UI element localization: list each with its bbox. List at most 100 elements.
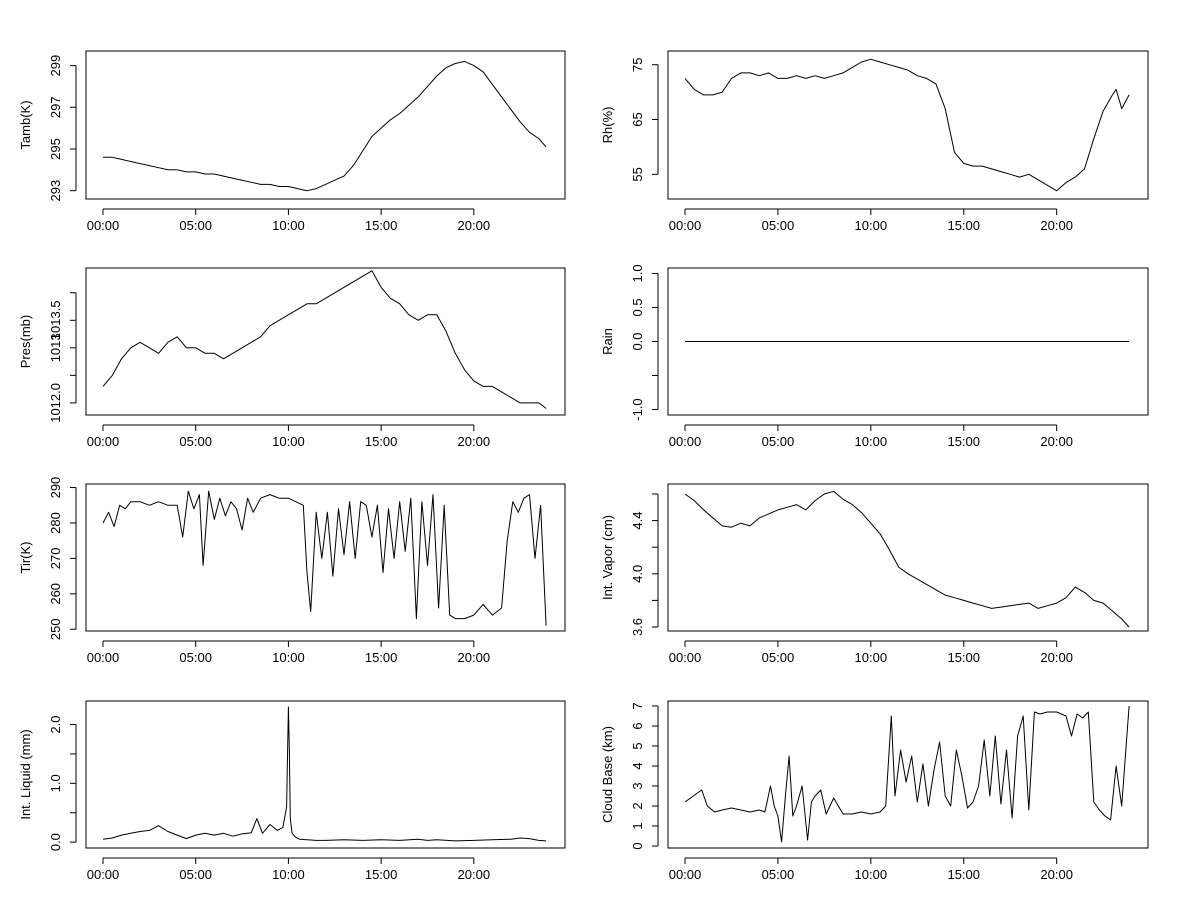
- x-tick-label: 15:00: [365, 434, 398, 449]
- y-tick-label: 0.0: [630, 332, 645, 350]
- y-tick-label: 0: [630, 842, 645, 849]
- x-tick-label: 20:00: [1040, 650, 1073, 665]
- y-tick-label: 55: [630, 167, 645, 181]
- y-axis-label: Pres(mb): [18, 315, 33, 368]
- y-tick-label: 295: [48, 138, 63, 160]
- x-tick-label: 10:00: [272, 867, 305, 882]
- y-tick-label: 293: [48, 180, 63, 202]
- panel-rh: 00:00 05:00 10:00 15:00 20:00 55 65 75 Rh(%): [600, 50, 1149, 233]
- y-tick-label: 1.0: [630, 264, 645, 282]
- x-tick-label: 10:00: [272, 218, 305, 233]
- y-tick-label: 1: [630, 822, 645, 829]
- y-tick-label: 4.4: [630, 512, 645, 530]
- y-tick-label: 280: [48, 512, 63, 534]
- x-tick-label: 10:00: [272, 650, 305, 665]
- x-tick-label: 20:00: [1040, 434, 1073, 449]
- x-tick-label: 15:00: [947, 218, 980, 233]
- plot-frame: [667, 483, 1149, 632]
- x-tick-label: 15:00: [947, 867, 980, 882]
- y-axis-label: Tamb(K): [18, 100, 33, 149]
- y-axis-label: Int. Liquid (mm): [18, 729, 33, 819]
- series-line-int-liquid: [102, 706, 547, 842]
- y-axis-label: Rain: [600, 328, 615, 355]
- panel-cloud-base: 00:00 05:00 10:00 15:00 20:00 0 1 2 3 4 5 6 7 Cloud B…: [600, 700, 1149, 882]
- panel-pres: 00:00 05:00 10:00 15:00 20:00 1012.0 10131013.…: [18, 267, 566, 449]
- plot-frame: [85, 700, 566, 849]
- y-tick-label: 6: [630, 722, 645, 729]
- y-tick-label: 1.0: [48, 774, 63, 792]
- y-tick-label: -1.0: [630, 398, 645, 420]
- x-tick-label: 10:00: [272, 434, 305, 449]
- series-line-cloud-base: [684, 705, 1130, 843]
- plot-frame: [85, 50, 566, 200]
- x-tick-label: 05:00: [179, 434, 212, 449]
- series-line-int-vapor: [684, 490, 1130, 628]
- series-line-tir: [102, 490, 547, 626]
- y-tick-label: 270: [48, 548, 63, 570]
- x-tick-label: 10:00: [855, 218, 888, 233]
- x-tick-label: 10:00: [855, 867, 888, 882]
- x-tick-label: 00:00: [87, 867, 120, 882]
- x-tick-label: 05:00: [762, 218, 795, 233]
- y-tick-label: 7: [630, 702, 645, 709]
- panel-int-liquid: 00:00 05:00 10:00 15:00 20:00 0.0 1.0 2.0 Int. L…: [18, 700, 566, 882]
- x-tick-label: 05:00: [179, 218, 212, 233]
- x-tick-label: 00:00: [669, 434, 702, 449]
- x-tick-label: 00:00: [87, 434, 120, 449]
- x-tick-label: 00:00: [87, 650, 120, 665]
- y-tick-label: 290: [48, 477, 63, 499]
- series-line-tamb: [103, 60, 547, 192]
- y-tick-label: 297: [48, 96, 63, 118]
- x-tick-label: 00:00: [669, 218, 702, 233]
- series-line-rh: [684, 58, 1130, 192]
- y-tick-label: 75: [630, 57, 645, 71]
- x-tick-label: 15:00: [365, 650, 398, 665]
- x-tick-label: 20:00: [1040, 867, 1073, 882]
- plot-frame: [85, 267, 566, 416]
- x-tick-label: 10:00: [855, 650, 888, 665]
- y-tick-label: 1013.5: [48, 300, 63, 340]
- plot-frame: [85, 483, 566, 632]
- panel-tamb: 00:00 05:00 10:00 15:00 20:00 293 295 297 299 Tam…: [18, 50, 566, 233]
- x-tick-label: 15:00: [365, 218, 398, 233]
- x-tick-label: 15:00: [947, 650, 980, 665]
- x-tick-label: 10:00: [855, 434, 888, 449]
- plot-frame: [667, 700, 1149, 849]
- x-tick-label: 05:00: [762, 650, 795, 665]
- x-tick-label: 20:00: [458, 867, 491, 882]
- x-tick-label: 20:00: [1040, 218, 1073, 233]
- y-tick-label: 4.0: [630, 565, 645, 583]
- x-tick-label: 20:00: [458, 218, 491, 233]
- x-tick-label: 20:00: [458, 650, 491, 665]
- x-tick-label: 05:00: [179, 867, 212, 882]
- x-tick-label: 20:00: [458, 434, 491, 449]
- y-tick-label: 1012.0: [48, 383, 63, 423]
- x-tick-label: 15:00: [365, 867, 398, 882]
- panel-tir: 00:00 05:00 10:00 15:00 20:00 250 260 270 280 290…: [18, 477, 566, 665]
- y-axis-label: Tir(K): [18, 541, 33, 573]
- y-tick-label: 0.5: [630, 298, 645, 316]
- x-tick-label: 15:00: [947, 434, 980, 449]
- y-tick-label: 5: [630, 742, 645, 749]
- x-tick-label: 00:00: [669, 867, 702, 882]
- x-tick-label: 05:00: [762, 867, 795, 882]
- plot-frame: [667, 267, 1149, 416]
- y-axis-label: Rh(%): [600, 107, 615, 144]
- y-tick-label: 1013: [48, 333, 63, 362]
- y-tick-label: 2: [630, 802, 645, 809]
- y-tick-label: 299: [48, 55, 63, 77]
- panel-int-vapor: 00:00 05:00 10:00 15:00 20:00 3.6 4.0 4.4 Int. V…: [600, 483, 1149, 665]
- plot-frame: [667, 50, 1149, 200]
- y-tick-label: 0.0: [48, 833, 63, 851]
- x-tick-label: 00:00: [669, 650, 702, 665]
- y-tick-label: 4: [630, 762, 645, 769]
- series-line-pres: [102, 270, 547, 409]
- y-axis-label: Int. Vapor (cm): [600, 515, 615, 600]
- x-tick-label: 05:00: [179, 650, 212, 665]
- y-tick-label: 3: [630, 782, 645, 789]
- panel-rain: 00:00 05:00 10:00 15:00 20:00 -1.0 0.0 0.5 1.0 Ra…: [600, 264, 1149, 449]
- y-tick-label: 250: [48, 618, 63, 640]
- y-tick-label: 260: [48, 583, 63, 605]
- x-tick-label: 00:00: [87, 218, 120, 233]
